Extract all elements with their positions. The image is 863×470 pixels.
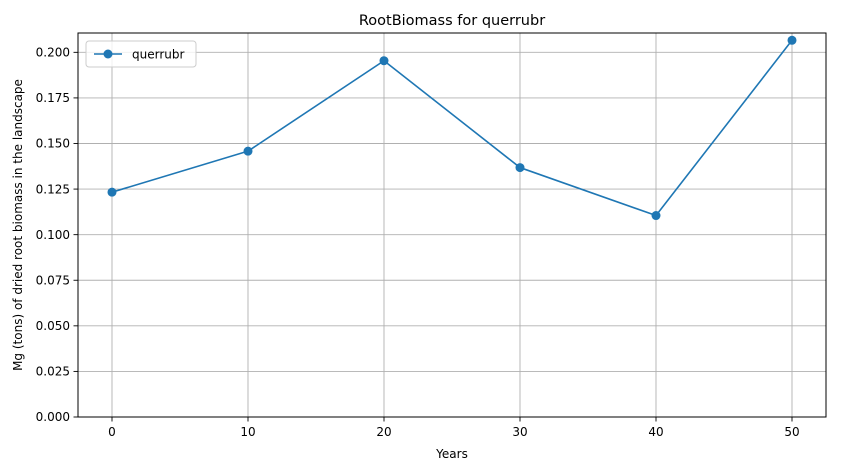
plot-area xyxy=(78,33,826,417)
x-tick-label: 30 xyxy=(512,425,527,439)
series-line xyxy=(111,39,793,217)
x-axis-label: Years xyxy=(435,447,468,461)
x-tick-label: 10 xyxy=(240,425,255,439)
data-point xyxy=(515,163,525,173)
y-tick-label: 0.200 xyxy=(36,46,70,60)
y-tick-label: 0.000 xyxy=(36,410,70,424)
x-tick-label: 0 xyxy=(108,425,116,439)
chart-title: RootBiomass for querrubr xyxy=(359,13,545,29)
x-tick-label: 50 xyxy=(784,425,799,439)
y-axis-label: Mg (tons) of dried root biomass in the l… xyxy=(11,79,25,371)
legend-box xyxy=(85,40,197,68)
y-tick-label: 0.175 xyxy=(36,91,70,105)
x-tick-label: 20 xyxy=(376,425,391,439)
data-point xyxy=(379,56,389,66)
series-layer xyxy=(107,35,797,221)
legend-marker xyxy=(103,49,113,59)
y-tick-label: 0.150 xyxy=(36,137,70,151)
y-tick-label: 0.050 xyxy=(36,319,70,333)
data-point xyxy=(243,146,253,156)
y-tick-label: 0.100 xyxy=(36,228,70,242)
y-tick-label: 0.125 xyxy=(36,182,70,196)
x-axis: 0 10 20 30 40 50 xyxy=(108,417,800,439)
legend: querrubr xyxy=(85,40,197,68)
data-point xyxy=(107,187,117,197)
grid-lines xyxy=(78,33,826,418)
data-point xyxy=(651,211,661,221)
x-tick-label: 40 xyxy=(648,425,663,439)
legend-label: querrubr xyxy=(132,47,184,61)
y-tick-label: 0.075 xyxy=(36,273,70,287)
plot-frame xyxy=(77,32,827,418)
data-point xyxy=(787,35,797,45)
y-tick-label: 0.025 xyxy=(36,365,70,379)
y-axis: 0.000 0.025 0.050 0.075 0.100 0.125 0.150 0.175… xyxy=(36,46,78,424)
